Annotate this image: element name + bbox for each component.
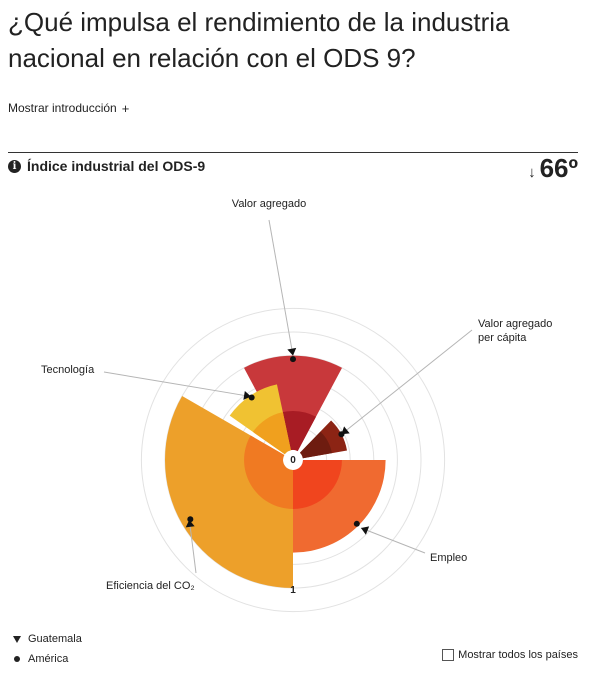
marker-america[interactable] <box>338 431 345 438</box>
category-label: Valor agregado <box>232 198 306 210</box>
marker-america[interactable] <box>290 356 296 363</box>
leader-line <box>188 519 197 574</box>
chart-legend: Guatemala América <box>12 629 82 669</box>
triangle-down-icon <box>13 636 21 643</box>
leader-line <box>268 219 294 356</box>
rank-indicator: ↓ 66º <box>528 153 578 184</box>
chart-leader-lines <box>103 219 473 574</box>
bar-inner-3 <box>244 435 293 509</box>
marker-america[interactable] <box>187 516 194 523</box>
chart-markers <box>185 347 370 535</box>
arrow-down-icon: ↓ <box>528 164 536 181</box>
category-label: per cápita <box>478 332 527 344</box>
marker-guatemala[interactable] <box>360 526 370 535</box>
category-label: Valor agregado <box>478 318 552 330</box>
marker-america[interactable] <box>248 394 255 401</box>
rank-value: 66º <box>539 153 578 183</box>
leader-line <box>341 329 473 435</box>
radial-bar-chart: Valor agregado Valor agregado per cápita Em… <box>41 198 552 613</box>
info-icon[interactable]: i <box>8 159 21 173</box>
page-title: ¿Qué impulsa el rendimiento de la indust… <box>8 7 510 73</box>
bar-0[interactable] <box>243 355 343 452</box>
axis-outer-label: 1 <box>290 585 296 596</box>
legend-item-america: América <box>12 649 82 669</box>
legend-label: Guatemala <box>28 633 82 645</box>
checkbox-box[interactable] <box>442 649 455 661</box>
chart-bars <box>165 355 386 588</box>
legend-item-guatemala: Guatemala <box>12 629 82 649</box>
section-title: Índice industrial del ODS-9 <box>27 158 206 174</box>
marker-guatemala[interactable] <box>185 519 195 528</box>
category-label: Empleo <box>430 552 467 564</box>
grid-circle <box>140 307 446 613</box>
marker-guatemala[interactable] <box>243 390 252 400</box>
chart-labels: Valor agregado Valor agregado per cápita Em… <box>41 198 552 592</box>
marker-america[interactable] <box>353 520 360 527</box>
leader-line <box>103 371 252 398</box>
axis-center-label: 0 <box>290 455 296 466</box>
show-all-countries-checkbox[interactable]: Mostrar todos los países <box>442 649 578 661</box>
legend-label: América <box>28 653 69 665</box>
bar-inner-2 <box>293 460 342 509</box>
category-label: Tecnología <box>41 364 95 376</box>
marker-guatemala[interactable] <box>287 347 297 356</box>
bar-inner-4 <box>252 412 291 455</box>
plus-icon: + <box>121 101 130 116</box>
show-all-countries-label: Mostrar todos los países <box>458 649 578 661</box>
show-introduction-toggle[interactable]: Mostrar introducción + <box>8 99 130 117</box>
bar-inner-1 <box>299 431 332 459</box>
section-divider <box>8 152 578 153</box>
circle-dot-icon <box>14 656 20 662</box>
category-label: Eficiencia del CO₂ <box>106 580 195 592</box>
show-introduction-label: Mostrar introducción <box>8 100 117 115</box>
leader-line <box>360 527 426 554</box>
section-header: i Índice industrial del ODS-9 <box>8 158 205 174</box>
